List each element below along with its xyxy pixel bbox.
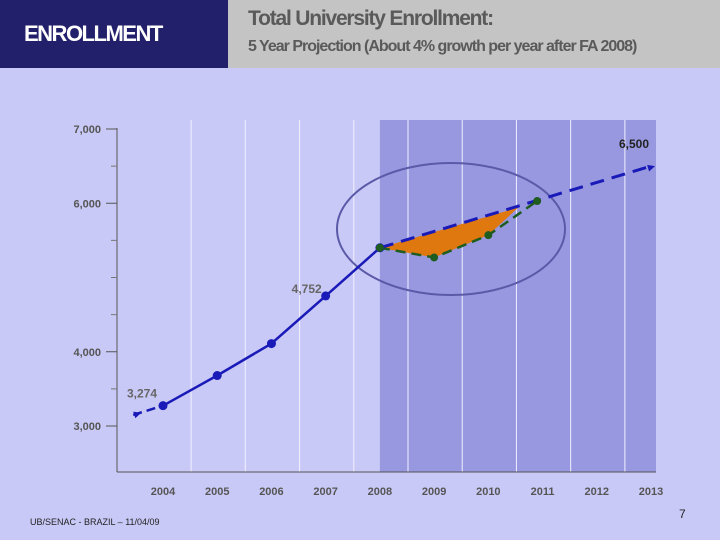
x-tick-label: 2011: [531, 486, 555, 498]
data-label: 4,752: [292, 282, 322, 296]
y-tick-label: 3,000: [73, 421, 101, 433]
page-subtitle: 5 Year Projection (About 4% growth per y…: [248, 38, 637, 55]
actual-point-marker: [321, 291, 331, 301]
y-tick-label: 4,000: [73, 347, 101, 359]
actual-series-line: [162, 246, 381, 407]
footer-text: UB/SENAC - BRAZIL – 11/04/09: [30, 517, 160, 527]
x-tick-label: 2009: [422, 486, 446, 498]
projection-series-line: [379, 164, 652, 250]
page-number: 7: [679, 507, 686, 521]
x-tick-label: 2006: [259, 486, 283, 498]
x-tick-label: 2004: [151, 486, 176, 498]
y-tick-label: 6,000: [73, 198, 101, 210]
x-tick-label: 2013: [639, 486, 663, 498]
x-tick-label: 2010: [476, 486, 500, 498]
data-label: 3,274: [127, 387, 157, 401]
actual-arrowhead: [133, 411, 142, 419]
projection-arrowhead: [647, 164, 655, 172]
highlight-ellipse: [336, 162, 566, 296]
alternate-series-line: [379, 199, 538, 259]
data-label: 6,500: [619, 137, 649, 151]
actual-point-marker: [158, 401, 168, 411]
page-title: Total University Enrollment:: [248, 7, 494, 30]
x-tick-label: 2012: [585, 486, 609, 498]
x-tick-label: 2008: [368, 486, 392, 498]
alternate-point-marker: [430, 253, 439, 262]
y-tick-label: 7,000: [73, 124, 101, 136]
section-title: ENROLLMENT: [24, 21, 163, 46]
actual-point-marker: [212, 371, 222, 381]
alternate-point-marker: [533, 197, 542, 206]
x-tick-label: 2005: [205, 486, 229, 498]
x-tick-label: 2007: [313, 486, 337, 498]
title-banner: Total University Enrollment: 5 Year Proj…: [228, 0, 720, 68]
actual-point-marker: [266, 339, 276, 349]
alternate-point-marker: [375, 243, 384, 252]
alternate-point-marker: [484, 231, 493, 240]
projection-region: [379, 120, 656, 472]
projection-gap-fill: [379, 207, 519, 258]
section-banner: ENROLLMENT: [0, 0, 228, 68]
